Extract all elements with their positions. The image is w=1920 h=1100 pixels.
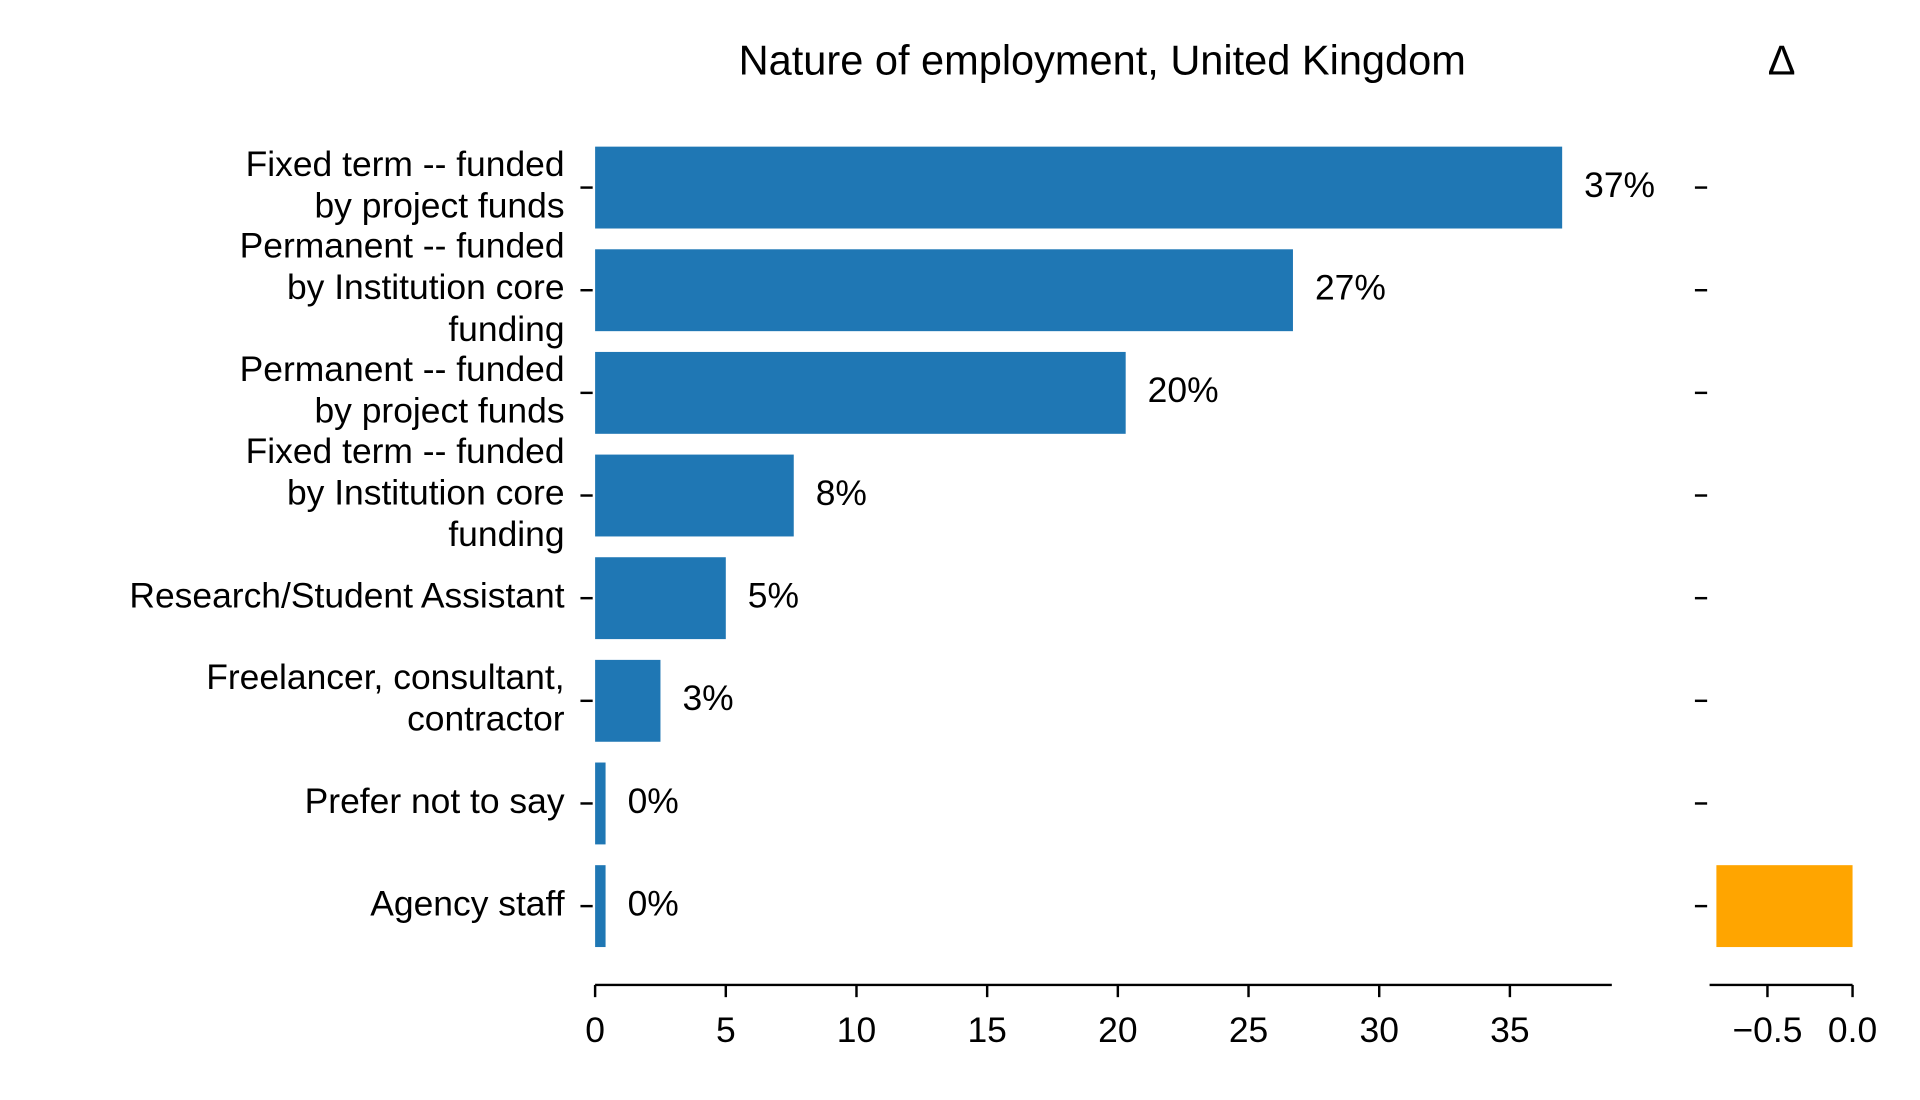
plot-area: Nature of employment, United Kingdom Δ 0… bbox=[129, 37, 1877, 1050]
y-tick-label: Research/Student Assistant bbox=[129, 576, 564, 616]
value-label: 5% bbox=[748, 576, 799, 616]
chart-title: Nature of employment, United Kingdom bbox=[739, 37, 1466, 84]
y-tick-label: Permanent -- funded by Institution core fu… bbox=[240, 226, 565, 349]
delta-title: Δ bbox=[1768, 37, 1796, 84]
bar bbox=[595, 454, 794, 537]
value-label: 27% bbox=[1315, 268, 1386, 308]
value-label: 37% bbox=[1584, 165, 1655, 205]
x-tick-label: 20 bbox=[1098, 1010, 1137, 1050]
y-tick-label: Fixed term -- funded by project funds bbox=[246, 144, 565, 226]
bar bbox=[595, 249, 1293, 332]
value-label: 0% bbox=[628, 883, 679, 923]
bar bbox=[595, 351, 1126, 434]
value-label: 3% bbox=[682, 678, 733, 718]
value-label: 8% bbox=[816, 473, 867, 513]
bar bbox=[1716, 865, 1853, 948]
x-tick-label: 0.0 bbox=[1828, 1010, 1877, 1050]
bar bbox=[595, 659, 661, 742]
y-tick-label: Freelancer, consultant, contractor bbox=[206, 657, 565, 739]
x-tick-label: 35 bbox=[1490, 1010, 1529, 1050]
x-tick-label: 10 bbox=[837, 1010, 876, 1050]
bar bbox=[595, 762, 606, 845]
x-tick-label: 5 bbox=[716, 1010, 736, 1050]
y-tick-label: Fixed term -- funded by Institution core f… bbox=[246, 431, 565, 554]
bar bbox=[595, 146, 1563, 229]
y-tick-label: Permanent -- funded by project funds bbox=[240, 349, 565, 431]
x-tick-label: 30 bbox=[1360, 1010, 1399, 1050]
x-tick-label: 15 bbox=[967, 1010, 1006, 1050]
value-label: 0% bbox=[628, 781, 679, 821]
value-label: 20% bbox=[1148, 370, 1219, 410]
x-tick-label: 25 bbox=[1229, 1010, 1268, 1050]
x-tick-label: −0.5 bbox=[1732, 1010, 1802, 1050]
x-tick-label: 0 bbox=[585, 1010, 605, 1050]
bar bbox=[595, 557, 726, 640]
y-tick-label: Agency staff bbox=[370, 883, 564, 923]
y-tick-label: Prefer not to say bbox=[305, 781, 565, 821]
bar bbox=[595, 865, 606, 948]
